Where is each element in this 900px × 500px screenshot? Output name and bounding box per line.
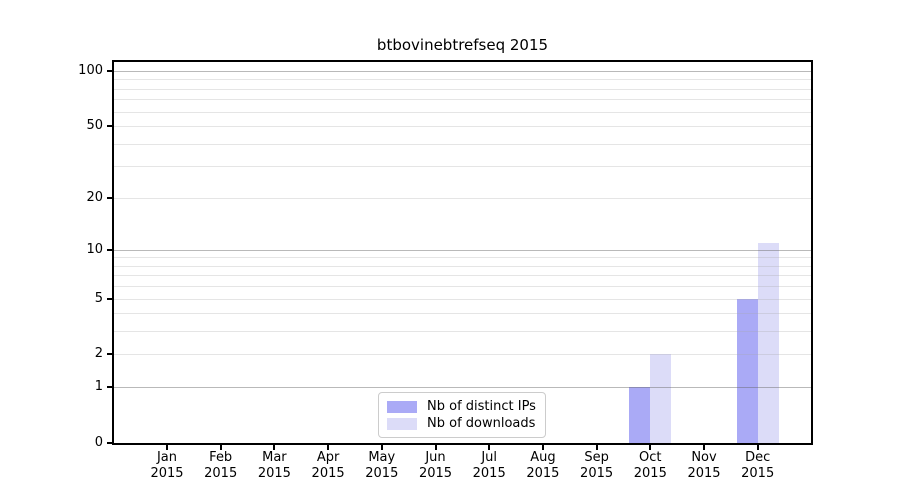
legend-swatch-downloads-icon <box>387 417 417 430</box>
bar-distinct-ips-dec <box>736 298 758 443</box>
y-tick-label: 1 <box>94 379 103 395</box>
x-axis-tick <box>219 445 222 450</box>
y-tick-label: 20 <box>86 189 103 205</box>
legend-swatch-distinct-ips-icon <box>387 400 417 413</box>
x-axis-tick <box>434 445 437 450</box>
x-axis-tick <box>166 445 168 450</box>
x-tick-label: Aug 2015 <box>526 450 560 481</box>
y-tick-label: 100 <box>78 63 103 78</box>
x-axis-tick <box>649 445 652 450</box>
gridline-major <box>114 387 811 389</box>
gridline-minor <box>114 275 811 277</box>
gridline-minor <box>114 197 811 199</box>
gridline-minor <box>114 354 811 356</box>
y-axis-tick <box>107 248 112 251</box>
x-axis-tick <box>595 445 598 450</box>
x-axis-tick <box>488 445 491 450</box>
y-tick-label: 10 <box>86 241 103 257</box>
x-axis-tick <box>380 445 383 450</box>
x-axis-tick <box>273 445 276 450</box>
y-axis-tick <box>107 196 112 199</box>
gridline-minor <box>114 99 811 101</box>
y-axis-tick <box>107 70 112 72</box>
y-tick-label: 50 <box>86 118 103 134</box>
gridline-minor <box>114 298 811 300</box>
gridline-minor <box>114 265 811 267</box>
y-axis-tick <box>107 297 112 300</box>
bar-downloads-dec <box>757 242 779 443</box>
gridline-minor <box>114 166 811 168</box>
x-tick-label: Sep 2015 <box>580 450 614 481</box>
legend-label-downloads: Nb of downloads <box>427 416 536 431</box>
x-tick-label: Nov 2015 <box>687 450 721 481</box>
chart-title: btbovinebtrefseq 2015 <box>376 36 549 54</box>
x-tick-label: Jul 2015 <box>472 450 506 481</box>
y-axis-tick <box>107 386 112 389</box>
gridline-minor <box>114 111 811 113</box>
y-axis-tick <box>107 353 112 356</box>
gridline-minor <box>114 88 811 90</box>
gridline-minor <box>114 143 811 145</box>
y-axis-tick <box>107 442 112 444</box>
gridline-major <box>114 71 811 72</box>
x-axis-tick <box>327 445 330 450</box>
legend: Nb of distinct IPs Nb of downloads <box>378 392 546 438</box>
x-tick-label: Oct 2015 <box>633 450 667 481</box>
bar-distinct-ips-oct <box>629 387 651 443</box>
legend-item-distinct-ips: Nb of distinct IPs <box>387 398 536 415</box>
x-axis-tick <box>756 445 759 450</box>
y-tick-label: 0 <box>94 435 103 450</box>
legend-item-downloads: Nb of downloads <box>387 415 536 432</box>
x-tick-label: Mar 2015 <box>257 450 291 481</box>
bar-downloads-oct <box>650 354 672 443</box>
gridline-minor <box>114 126 811 128</box>
y-axis-tick <box>107 125 112 128</box>
gridline-minor <box>114 79 811 81</box>
legend-label-distinct-ips: Nb of distinct IPs <box>427 399 536 414</box>
x-tick-label: Dec 2015 <box>741 450 775 481</box>
y-tick-label: 2 <box>94 346 103 362</box>
gridline-minor <box>114 331 811 333</box>
plot-area <box>114 62 811 443</box>
x-tick-label: Jan 2015 <box>150 450 184 481</box>
gridline-major <box>114 249 811 251</box>
gridline-minor <box>114 313 811 315</box>
x-axis-tick <box>703 445 705 450</box>
gridline-minor <box>114 286 811 288</box>
gridline-minor <box>114 257 811 259</box>
x-tick-label: Apr 2015 <box>311 450 345 481</box>
x-tick-label: Feb 2015 <box>204 450 238 481</box>
x-axis-tick <box>541 445 544 450</box>
x-tick-label: May 2015 <box>365 450 399 481</box>
y-tick-label: 5 <box>94 290 103 306</box>
x-tick-label: Jun 2015 <box>418 450 453 481</box>
